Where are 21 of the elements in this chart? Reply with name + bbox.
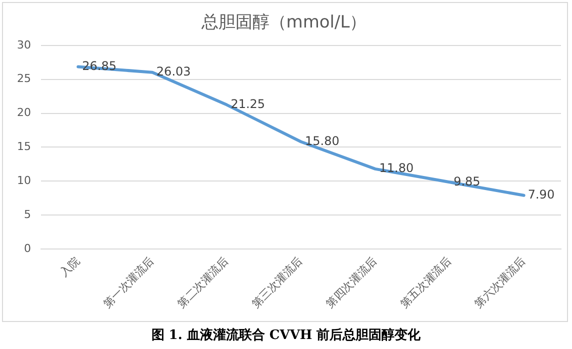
y-tick-label: 30: [16, 38, 31, 52]
x-tick-label: 第一次灌流后: [100, 254, 157, 310]
text: 15.80: [305, 134, 340, 148]
y-tick-label: 15: [16, 140, 31, 154]
text: 26.03: [156, 64, 191, 78]
y-tick-label: 25: [16, 72, 31, 86]
chart-title: 总胆固醇（mmol/L）: [200, 12, 367, 33]
text: 11.80: [379, 161, 414, 176]
caption: 图 1. 血液灌流联合 CVVH 前后总胆固醇变化: [150, 326, 422, 344]
y-tick-label: 10: [16, 174, 31, 187]
x-tick-label: 第四次灌流后: [324, 254, 380, 310]
y-tick-label: 0: [24, 242, 31, 255]
x-tick-label: 第五次灌流后: [398, 254, 454, 310]
y-tick-label: 20: [16, 106, 31, 120]
x-tick-label: 第六次灌流后: [472, 254, 528, 310]
x-tick-label: 第三次灌流后: [249, 254, 306, 310]
text: 7.90: [528, 188, 555, 202]
y-tick-label: 5: [24, 208, 31, 221]
x-tick-label: 第二次灌流后: [174, 254, 231, 310]
x-tick-label: 入院: [58, 254, 82, 280]
text: 21.25: [230, 96, 266, 111]
